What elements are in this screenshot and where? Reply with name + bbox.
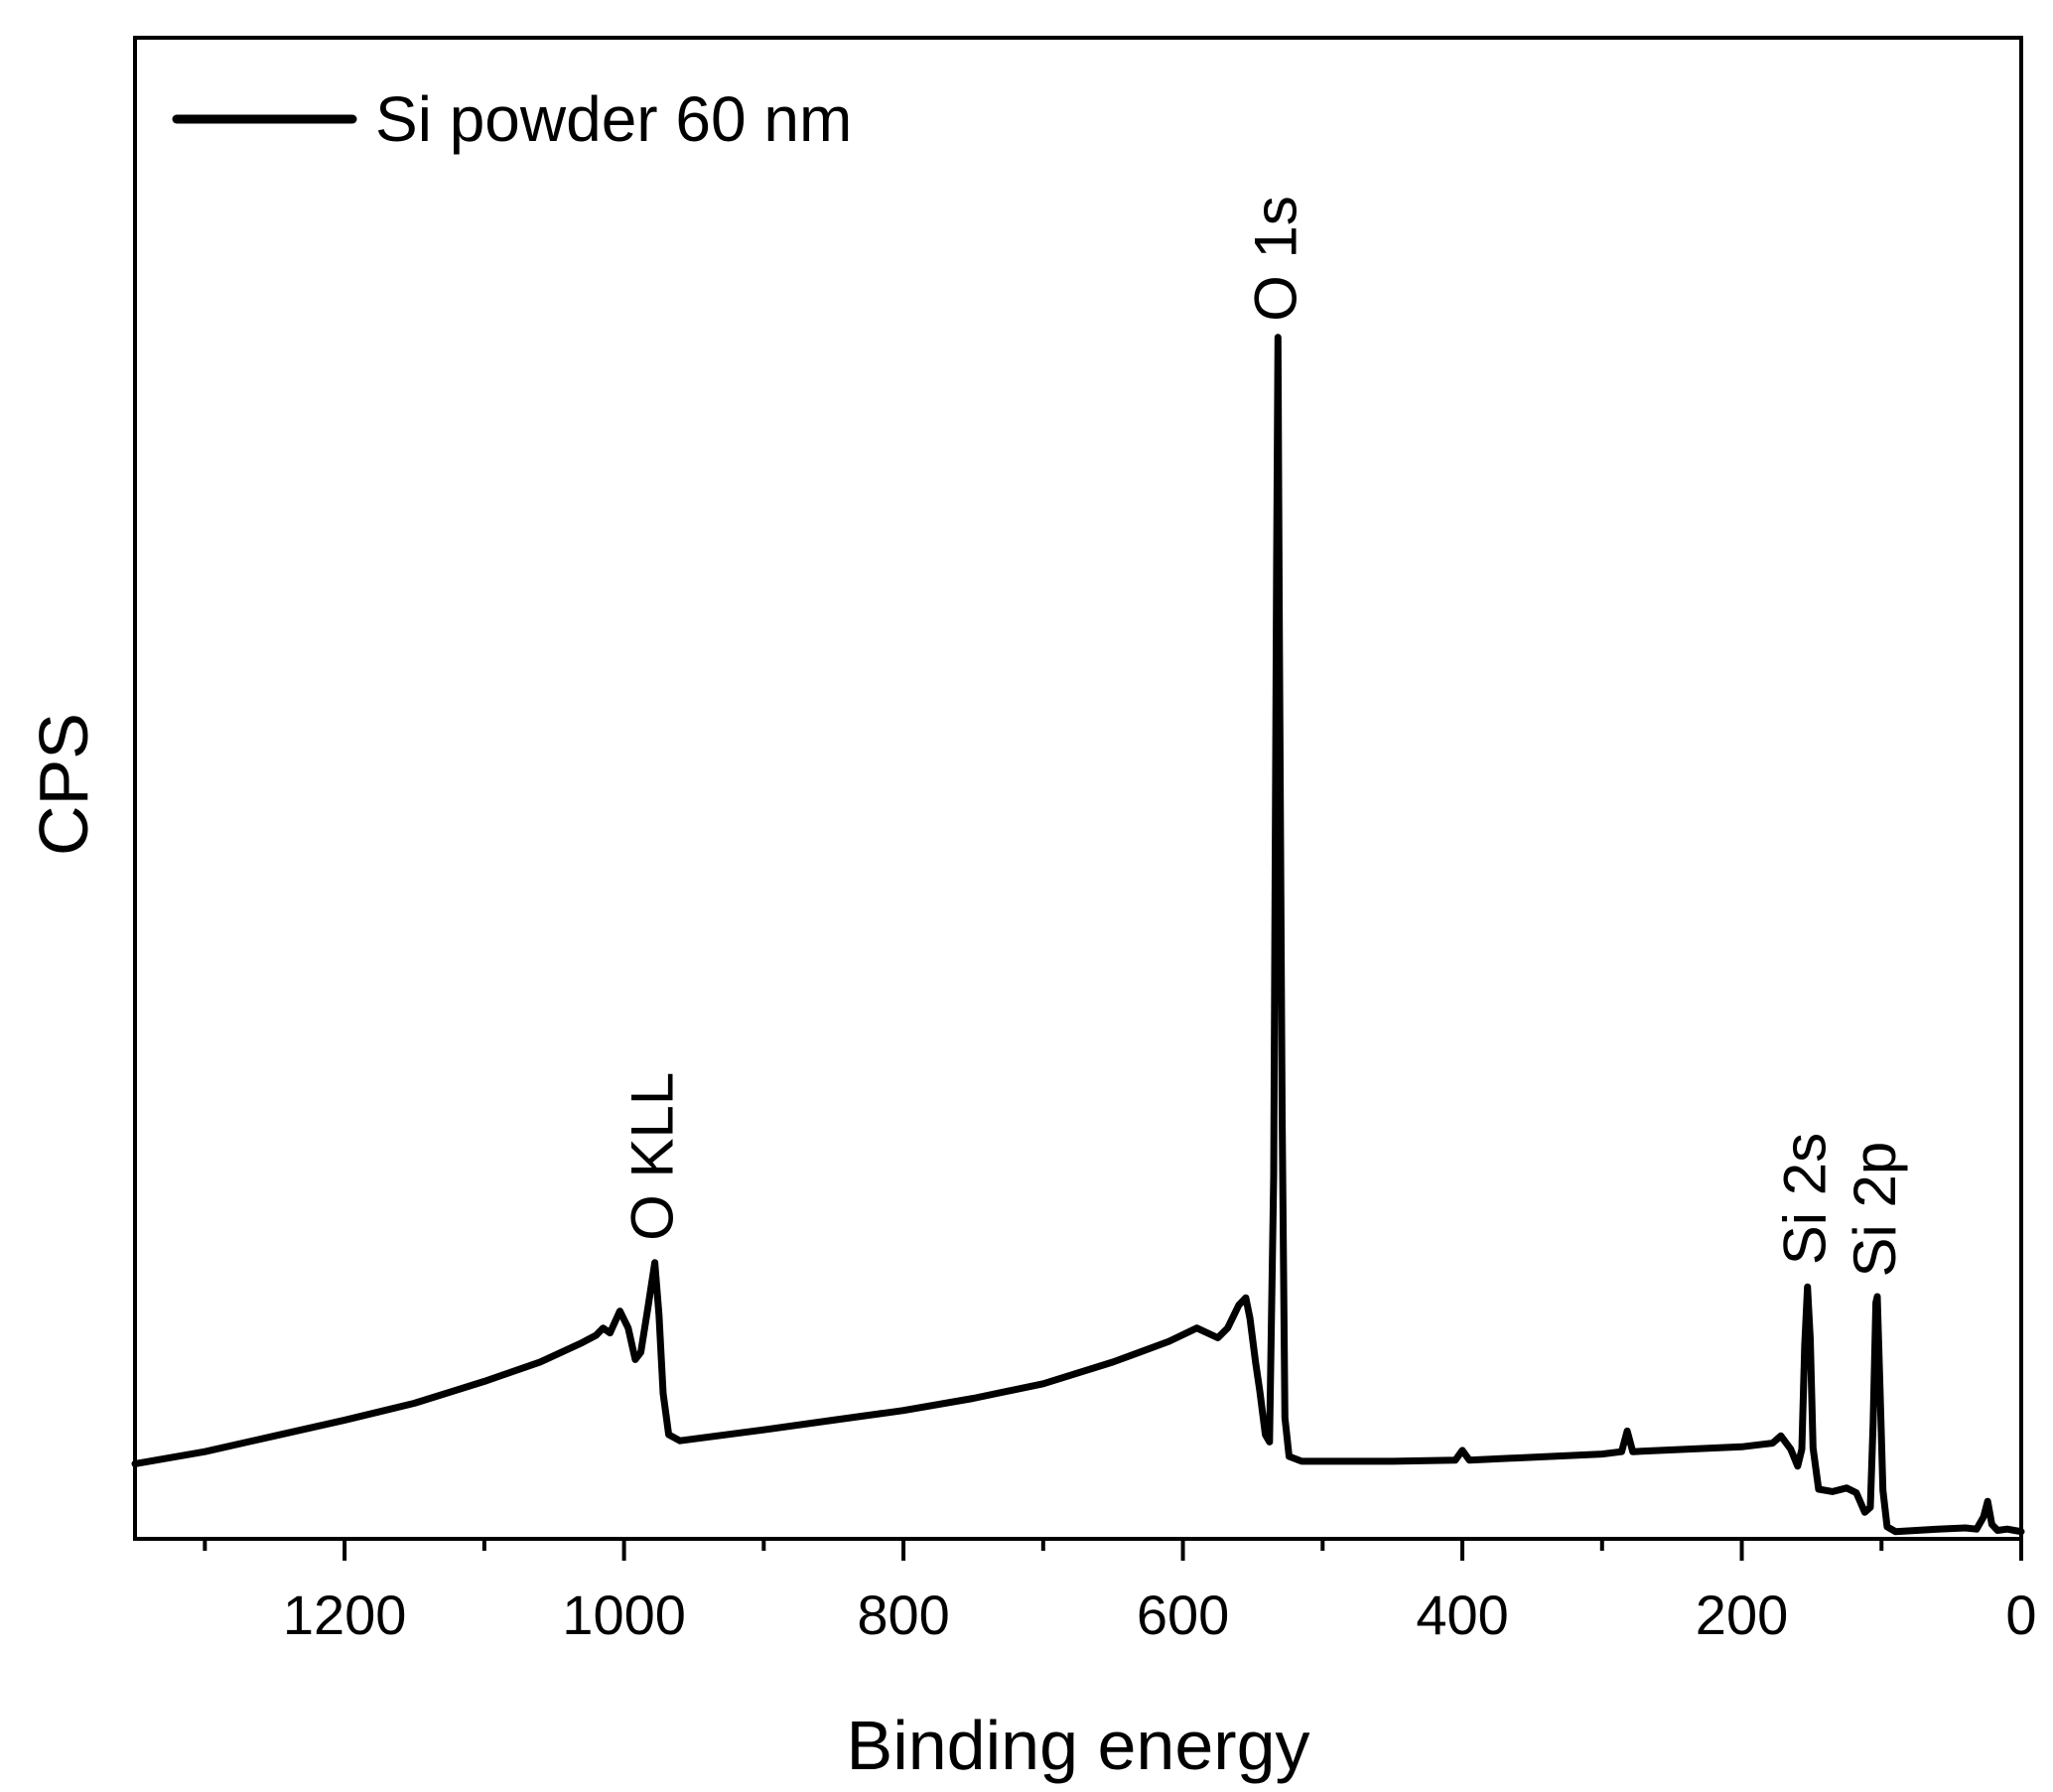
x-tick-label: 1200	[283, 1584, 407, 1646]
series-line	[131, 334, 2025, 1536]
x-tick-label: 600	[1137, 1584, 1229, 1646]
peak-annotation: O KLL	[619, 1072, 686, 1241]
x-tick-label: 800	[857, 1584, 949, 1646]
x-axis-label: Binding energy	[847, 1707, 1310, 1784]
peak-annotations: O 1s O KLL Si 2s Si 2p	[619, 196, 1908, 1277]
legend: Si powder 60 nm	[172, 83, 852, 155]
y-axis-label: CPS	[25, 713, 102, 856]
peak-annotation: Si 2p	[1842, 1142, 1908, 1278]
plot-frame	[133, 36, 2023, 1541]
peak-annotation: Si 2s	[1772, 1133, 1839, 1265]
x-tick-label: 1000	[562, 1584, 686, 1646]
x-tick-label: 0	[2005, 1584, 2036, 1646]
x-tick-label: 200	[1696, 1584, 1788, 1646]
x-tick-label: 400	[1416, 1584, 1508, 1646]
peak-annotation: O 1s	[1242, 196, 1308, 322]
x-tick-labels: 1200 1000 800 600 400 200 0	[283, 1584, 2037, 1646]
plot-area	[131, 334, 2025, 1536]
legend-label: Si powder 60 nm	[375, 83, 852, 155]
